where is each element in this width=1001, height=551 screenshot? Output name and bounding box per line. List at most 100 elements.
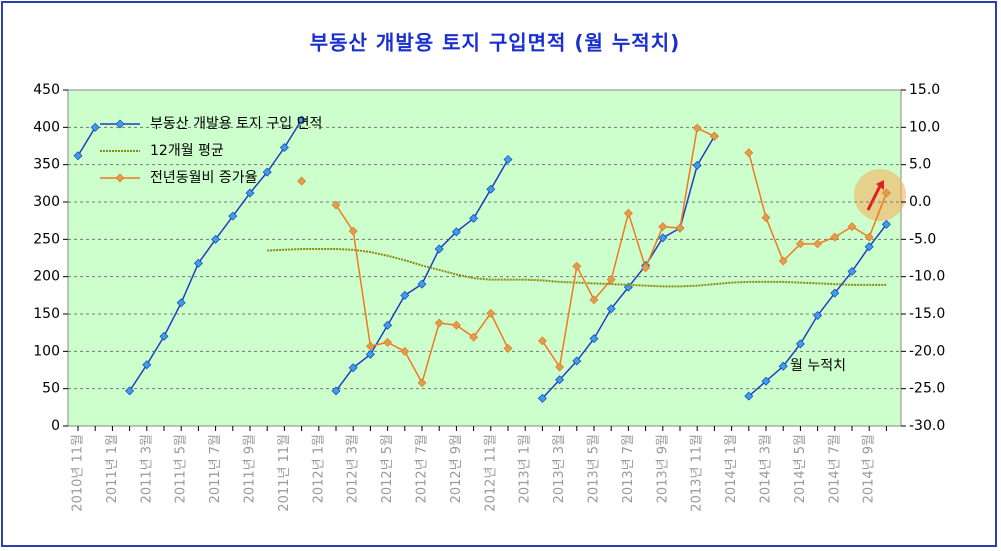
x-tick-label: 2011년 11월 (277, 434, 292, 512)
highlight (854, 169, 906, 221)
series-marker (142, 360, 152, 370)
series-marker (744, 391, 754, 401)
series-marker (73, 151, 83, 161)
series-marker (503, 343, 513, 353)
y2-tick-label: -5.0 (909, 231, 936, 247)
series-marker (864, 242, 874, 252)
series-marker (589, 334, 599, 344)
series-marker (537, 393, 547, 403)
x-tick-label: 2014년 9월 (862, 434, 877, 503)
series-marker (623, 208, 633, 218)
x-tick-label: 2010년 11월 (71, 434, 86, 512)
x-tick-label: 2012년 11월 (483, 434, 498, 512)
series-marker (692, 123, 702, 133)
y2-tick-label: -25.0 (909, 381, 945, 397)
series-line (77, 126, 96, 157)
arrow-head (876, 180, 884, 190)
series-marker (555, 362, 565, 372)
series-marker (795, 239, 805, 249)
series-marker (486, 308, 496, 318)
series-marker (90, 122, 100, 132)
x-tick-label: 2013년 9월 (655, 434, 670, 503)
series-marker (245, 188, 255, 198)
series-marker (331, 386, 341, 396)
series-marker (778, 361, 788, 371)
series-marker (692, 160, 702, 170)
series-marker (658, 233, 668, 243)
series-marker (400, 346, 410, 356)
y2-tick-label: -20.0 (909, 343, 945, 359)
series-marker (572, 261, 582, 271)
chart-title: 부동산 개발용 토지 구입면적 (월 누적치) (310, 31, 681, 55)
series-marker (864, 232, 874, 242)
y-tick-label: 350 (33, 157, 60, 173)
x-tick-label: 2013년 1월 (518, 434, 533, 503)
y2-tick-label: 10.0 (909, 119, 940, 135)
series-marker (211, 234, 221, 244)
x-tick-label: 2011년 5월 (174, 434, 189, 503)
series-marker (262, 167, 272, 177)
y-tick-label: 250 (33, 231, 60, 247)
series-marker (348, 363, 358, 373)
series-marker (176, 298, 186, 308)
x-tick-label: 2012년 5월 (380, 434, 395, 503)
series-marker (606, 304, 616, 314)
x-tick-label: 2013년 7월 (621, 434, 636, 503)
y2-tick-label: 5.0 (909, 157, 931, 173)
series-marker (279, 142, 289, 152)
series-marker (348, 226, 358, 236)
y2-tick-label: 0.0 (909, 194, 931, 210)
legend-marker (115, 119, 125, 129)
x-tick-label: 2011년 1월 (105, 434, 120, 503)
series-marker (641, 263, 651, 273)
series-marker (881, 219, 891, 229)
series-marker (400, 290, 410, 300)
legend-marker (115, 173, 125, 183)
series-marker (193, 258, 203, 268)
series-marker (847, 222, 857, 232)
plot-area (67, 89, 902, 427)
series-marker (434, 244, 444, 254)
y-tick-label: 150 (33, 306, 60, 322)
series-marker (589, 295, 599, 305)
series-marker (606, 275, 616, 285)
y-tick-label: 400 (33, 119, 60, 135)
series-marker (297, 176, 307, 186)
series-marker (383, 320, 393, 330)
series-marker (365, 341, 375, 351)
legend-label: 12개월 평균 (150, 143, 224, 159)
x-tick-label: 2012년 1월 (311, 434, 326, 503)
x-tick-label: 2013년 5월 (587, 434, 602, 503)
series-marker (847, 266, 857, 276)
series-marker (555, 375, 565, 385)
series-marker (469, 332, 479, 342)
x-tick-label: 2012년 7월 (415, 434, 430, 503)
series-marker (658, 222, 668, 232)
x-tick-label: 2014년 1월 (724, 434, 739, 503)
series-marker (383, 337, 393, 347)
y-tick-label: 450 (33, 82, 60, 98)
x-tick-label: 2014년 3월 (759, 434, 774, 503)
series-marker (795, 339, 805, 349)
legend-label: 부동산 개발용 토지 구입 면적 (150, 116, 322, 132)
series-marker (830, 232, 840, 242)
y-tick-label: 200 (33, 269, 60, 285)
series-marker (486, 184, 496, 194)
series-marker (469, 213, 479, 223)
series-marker (365, 349, 375, 359)
series-marker (451, 227, 461, 237)
x-tick-label: 2011년 3월 (139, 434, 154, 503)
series-marker (417, 378, 427, 388)
series-marker (675, 223, 685, 233)
series-marker (503, 154, 513, 164)
series-marker (881, 188, 891, 198)
series-marker (228, 211, 238, 221)
x-tick-label: 2014년 7월 (827, 434, 842, 503)
x-tick-label: 2012년 9월 (449, 434, 464, 503)
annotation: 월 누적치 (790, 358, 846, 374)
y2-tick-label: -10.0 (909, 269, 945, 285)
x-tick-label: 2013년 11월 (690, 434, 705, 512)
series-marker (331, 200, 341, 210)
arrow (866, 185, 882, 211)
